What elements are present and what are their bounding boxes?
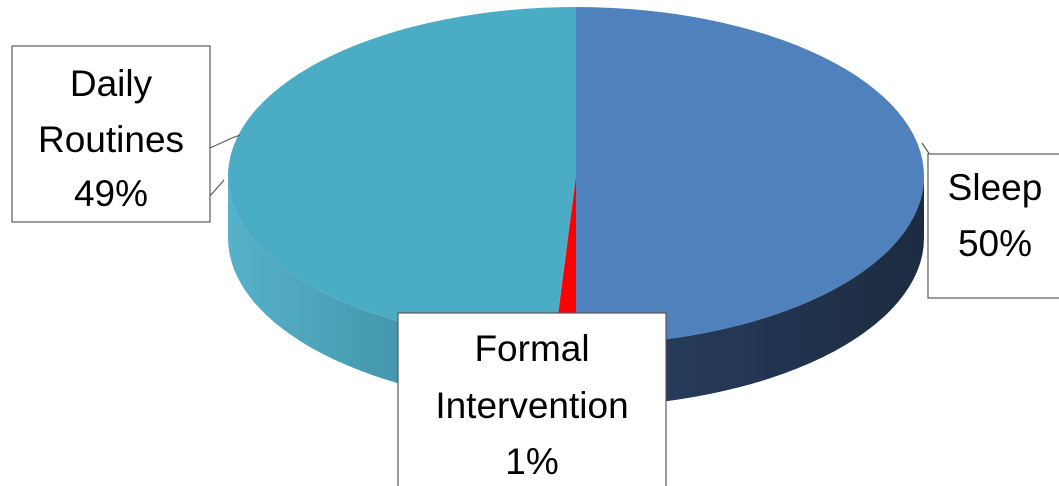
pie-slice-formal-intervention [554, 176, 576, 345]
sleep-label-line1: Sleep [948, 167, 1043, 208]
formal-intervention-label-line1: Formal [474, 328, 589, 369]
sleep-percent: 50% [958, 223, 1032, 264]
daily-routines-percent: 49% [74, 173, 148, 214]
sleep-label-box [927, 153, 1059, 299]
pie-slice-daily-routines [228, 7, 576, 345]
daily-routines-callout: Daily Routines 49% [11, 45, 241, 223]
pie-top-group [228, 7, 924, 345]
formal-intervention-callout: Formal Intervention 1% [397, 312, 667, 486]
sleep-callout: Sleep 50% [921, 142, 1059, 299]
daily-routines-label-line1: Daily [70, 63, 153, 104]
sleep-leader [921, 142, 931, 156]
daily-routines-label-line2: Routines [38, 119, 184, 160]
daily-routines-label-box [11, 45, 211, 223]
daily-routines-leader [209, 134, 241, 149]
pie-slice-sleep [576, 7, 924, 345]
formal-intervention-label-line2: Intervention [435, 385, 628, 426]
formal-intervention-percent: 1% [505, 441, 558, 482]
daily-routines-leader-lower [209, 179, 225, 197]
formal-intervention-label-box [397, 312, 667, 486]
